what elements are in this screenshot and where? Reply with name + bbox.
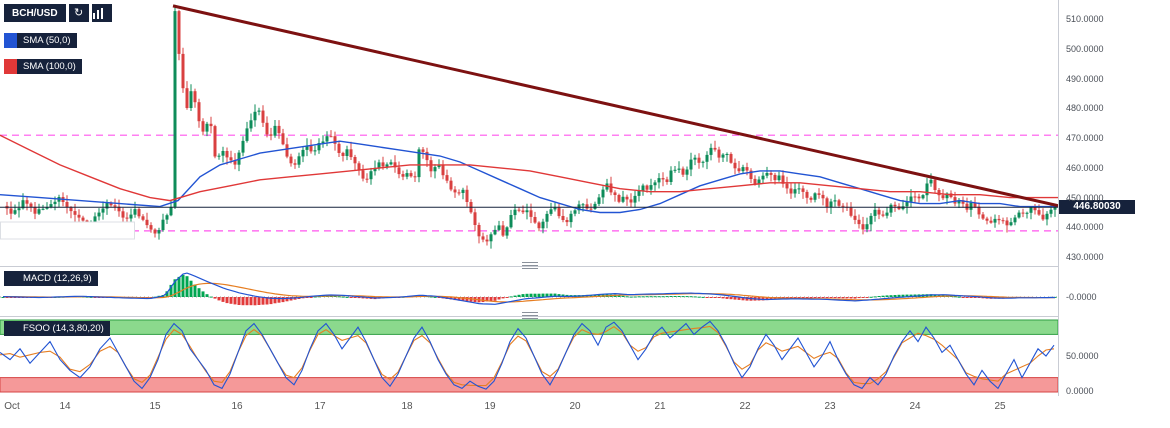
macd-label: MACD (12,26,9) <box>17 271 98 286</box>
macd-legend[interactable]: MACD (12,26,9) <box>4 271 98 286</box>
price-tick-label: 460.0000 <box>1066 163 1104 173</box>
time-axis-label: 23 <box>824 401 836 412</box>
resize-grip-icon[interactable] <box>522 312 538 319</box>
price-axis[interactable]: 446.80030 -0.0000 50.0000 0.0000 510.000… <box>1058 0 1170 428</box>
time-axis-label: 21 <box>654 401 666 412</box>
symbol-button[interactable]: BCH/USD <box>4 4 66 22</box>
stoch-axis-label: 50.0000 <box>1066 351 1099 361</box>
time-axis[interactable]: Oct 14 15 16 17 18 19 20 21 22 23 24 25 <box>0 396 1170 428</box>
price-tick-label: 470.0000 <box>1066 133 1104 143</box>
time-axis-label: Oct <box>4 401 20 412</box>
chart-toolbar: BCH/USD ↻ <box>4 4 112 22</box>
chart-snapshot-icon <box>92 7 103 19</box>
time-axis-label: 22 <box>739 401 751 412</box>
time-axis-label: 19 <box>484 401 496 412</box>
macd-swatch <box>4 271 17 286</box>
fsoo-label: FSOO (14,3,80,20) <box>17 321 110 336</box>
time-axis-label: 24 <box>909 401 921 412</box>
last-price-badge: 446.80030 <box>1059 200 1135 214</box>
price-tick-label: 450.0000 <box>1066 193 1104 203</box>
price-tick-label: 440.0000 <box>1066 222 1104 232</box>
sma100-label: SMA (100,0) <box>17 59 82 74</box>
time-axis-label: 20 <box>569 401 581 412</box>
time-axis-label: 14 <box>59 401 71 412</box>
time-axis-label: 16 <box>231 401 243 412</box>
fsoo-swatch <box>4 321 17 336</box>
stochastic-panel[interactable]: FSOO (14,3,80,20) <box>0 317 1058 395</box>
time-axis-label: 18 <box>401 401 413 412</box>
panel-divider <box>0 266 1170 267</box>
macd-axis-label: -0.0000 <box>1066 292 1097 302</box>
macd-panel[interactable]: MACD (12,26,9) <box>0 267 1058 316</box>
price-chart-panel[interactable]: BCH/USD ↻ SMA (50,0) SMA (100,0) <box>0 0 1058 266</box>
resize-grip-icon[interactable] <box>522 262 538 269</box>
fsoo-legend[interactable]: FSOO (14,3,80,20) <box>4 321 110 336</box>
sma100-legend[interactable]: SMA (100,0) <box>4 59 82 74</box>
sma50-label: SMA (50,0) <box>17 33 77 48</box>
price-chart-canvas[interactable] <box>0 0 1058 266</box>
price-tick-label: 490.0000 <box>1066 74 1104 84</box>
stochastic-canvas[interactable] <box>0 317 1058 395</box>
macd-canvas[interactable] <box>0 267 1058 316</box>
time-axis-label: 25 <box>994 401 1006 412</box>
time-axis-label: 15 <box>149 401 161 412</box>
price-tick-label: 480.0000 <box>1066 103 1104 113</box>
price-tick-label: 430.0000 <box>1066 252 1104 262</box>
snapshot-button[interactable] <box>91 4 112 22</box>
sma100-swatch <box>4 59 17 74</box>
price-tick-label: 500.0000 <box>1066 44 1104 54</box>
panel-divider <box>0 316 1170 317</box>
refresh-button[interactable]: ↻ <box>68 4 89 22</box>
price-tick-label: 510.0000 <box>1066 14 1104 24</box>
sma50-swatch <box>4 33 17 48</box>
time-axis-label: 17 <box>314 401 326 412</box>
sma50-legend[interactable]: SMA (50,0) <box>4 33 77 48</box>
stoch-axis-label: 0.0000 <box>1066 386 1094 396</box>
refresh-icon: ↻ <box>73 6 84 19</box>
